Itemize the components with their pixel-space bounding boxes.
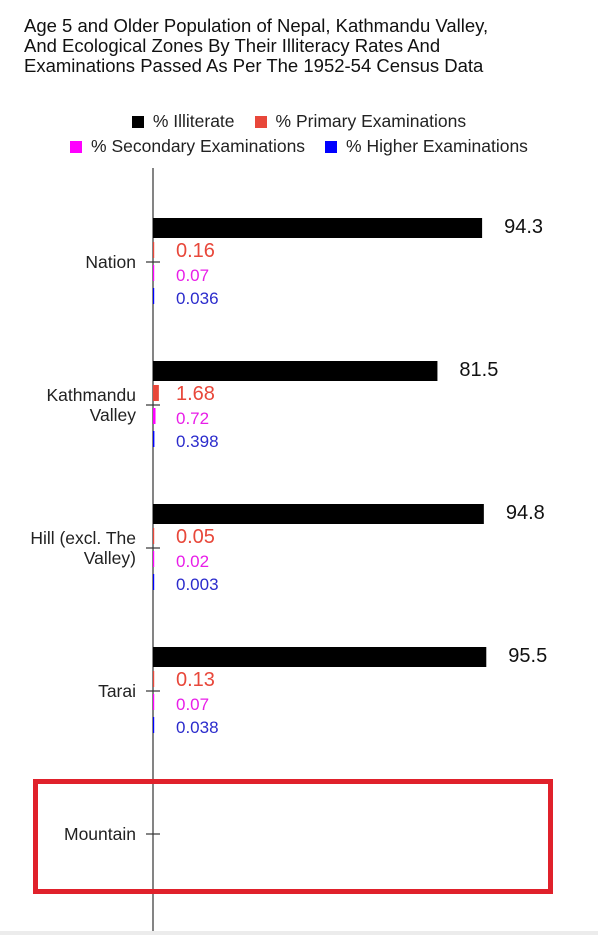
chart-title: Age 5 and Older Population of Nepal, Kat… [24,15,489,76]
bar [153,694,155,710]
bar [153,504,484,524]
bar [153,671,155,687]
data-label: 0.398 [176,432,219,451]
legend-row-1: % Illiterate % Primary Examinations [0,111,598,132]
data-label: 94.3 [504,216,543,238]
legend-item-higher: % Higher Examinations [325,136,528,157]
legend-label-higher: % Higher Examinations [346,136,528,156]
category-label: Mountain [64,824,136,844]
category-label: Valley) [84,548,136,568]
category-label: Kathmandu [46,385,136,405]
legend-swatch-secondary [70,140,83,153]
legend-item-secondary: % Secondary Examinations [70,136,305,157]
data-label: 0.16 [176,240,215,262]
bar [153,265,155,281]
legend-item-illiterate: % Illiterate [131,111,235,132]
data-label: 0.02 [176,552,209,571]
data-label: 95.5 [508,645,547,667]
bar [153,408,156,424]
data-label: 0.07 [176,695,209,714]
data-label: 0.05 [176,526,215,548]
mountain-highlight-box [33,779,553,894]
legend-row-2: % Secondary Examinations % Higher Examin… [0,136,598,157]
data-label: 0.003 [176,575,219,594]
data-label: 0.036 [176,289,219,308]
bar [153,647,487,667]
bar [153,574,155,590]
bar [153,242,155,258]
bar [153,288,155,304]
legend-swatch-primary [254,115,267,128]
data-label: 0.13 [176,669,215,691]
bar [153,717,155,733]
bar [153,385,159,401]
bar [153,431,155,447]
data-label: 0.038 [176,718,219,737]
bar [153,218,483,238]
bar [153,528,155,544]
data-label: 94.8 [506,502,545,524]
data-label: 0.72 [176,409,209,428]
legend-label-secondary: % Secondary Examinations [91,136,306,156]
legend-swatch-higher [325,140,338,153]
data-label: 0.07 [176,266,209,285]
legend-label-primary: % Primary Examinations [275,111,467,131]
bottom-divider [0,931,598,935]
legend-swatch-illiterate [131,115,144,128]
legend-label-illiterate: % Illiterate [152,111,235,131]
data-label: 1.68 [176,383,215,405]
category-label: Valley [90,405,137,425]
bar [153,361,438,381]
bar [153,551,155,567]
legend-item-primary: % Primary Examinations [254,111,467,132]
category-label: Tarai [98,681,136,701]
category-label: Hill (excl. The [30,528,136,548]
category-label: Nation [85,252,136,272]
data-label: 81.5 [459,359,498,381]
